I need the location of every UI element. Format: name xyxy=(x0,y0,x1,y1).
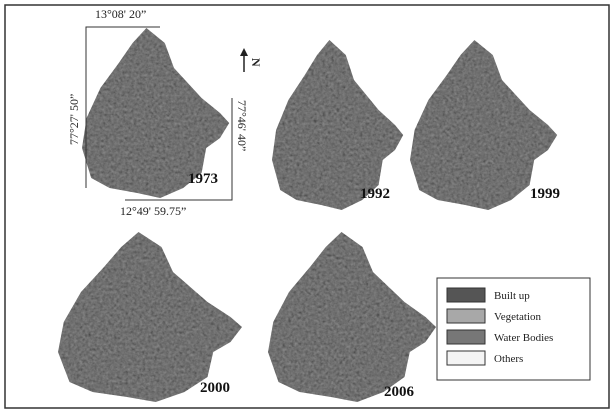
legend-label: Vegetation xyxy=(494,311,542,323)
map-2006 xyxy=(268,232,436,402)
figure: 13°08' 20” 77°27' 50” 77°46' 40” 12°49' … xyxy=(0,0,615,414)
legend-swatch xyxy=(447,288,485,302)
legend-label: Water Bodies xyxy=(494,332,553,344)
north-label: N xyxy=(249,58,263,67)
legend-swatch xyxy=(447,309,485,323)
year-label: 2000 xyxy=(200,380,230,396)
coord-left: 77°27' 50” xyxy=(67,94,81,145)
year-label: 1973 xyxy=(188,171,218,187)
legend-label: Others xyxy=(494,353,523,365)
legend-label: Built up xyxy=(494,290,530,302)
year-label: 1999 xyxy=(530,186,560,202)
coord-top: 13°08' 20” xyxy=(95,7,146,21)
legend-swatch xyxy=(447,330,485,344)
year-label: 2006 xyxy=(384,384,415,400)
map-2000 xyxy=(58,232,242,402)
map-1992 xyxy=(272,40,403,210)
legend-swatch xyxy=(447,351,485,365)
coord-right: 77°46' 40” xyxy=(235,100,249,151)
map-1999 xyxy=(410,40,557,210)
year-label: 1992 xyxy=(360,186,390,202)
north-arrow: N xyxy=(240,48,263,72)
legend: Built up Vegetation Water Bodies Others xyxy=(437,278,590,380)
coord-bottom: 12°49' 59.75” xyxy=(120,204,186,218)
